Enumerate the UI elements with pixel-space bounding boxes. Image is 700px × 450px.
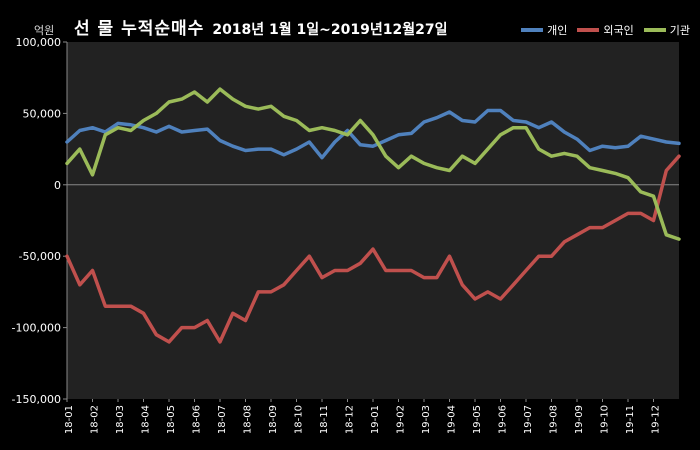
x-tick-label: 18-01 bbox=[64, 405, 75, 434]
x-tick-label: 19-01 bbox=[370, 405, 381, 434]
series-lines bbox=[65, 87, 681, 344]
x-tick-label: 19-11 bbox=[625, 405, 636, 434]
y-tick-label: 100,000 bbox=[16, 36, 62, 49]
y-tick-label: 0 bbox=[54, 179, 61, 192]
x-tick-label: 18-08 bbox=[243, 405, 254, 434]
x-tick-label: 18-10 bbox=[294, 405, 305, 434]
y-tick-label: 50,000 bbox=[23, 107, 62, 120]
x-tick-label: 18-02 bbox=[90, 405, 101, 434]
x-tick-label: 18-09 bbox=[268, 405, 279, 434]
chart-title-main: 선 물 누적순매수 bbox=[74, 19, 205, 39]
axes: 100,00050,0000-50,000-100,000-150,00018-… bbox=[12, 36, 679, 434]
x-tick-label: 18-11 bbox=[319, 405, 330, 434]
x-tick-label: 19-05 bbox=[472, 405, 483, 434]
y-tick-label: -150,000 bbox=[12, 393, 61, 406]
chart-title-period: 2018년 1월 1일~2019년12월27일 bbox=[212, 22, 448, 38]
legend-item-individual: 개인 bbox=[521, 22, 567, 38]
series-line-individual bbox=[65, 108, 681, 160]
x-tick-label: 19-10 bbox=[600, 405, 611, 434]
x-tick-label: 19-08 bbox=[549, 405, 560, 434]
x-tick-label: 18-04 bbox=[141, 405, 152, 434]
series-line-institution bbox=[65, 87, 681, 241]
y-tick-label: -50,000 bbox=[19, 250, 61, 263]
x-tick-label: 19-04 bbox=[447, 405, 458, 434]
x-tick-label: 19-12 bbox=[651, 405, 662, 434]
x-tick-label: 19-03 bbox=[421, 405, 432, 434]
legend-label-foreign: 외국인 bbox=[603, 24, 634, 37]
legend-item-foreign: 외국인 bbox=[577, 22, 634, 38]
series-line-foreign bbox=[65, 154, 681, 344]
x-tick-label: 19-09 bbox=[574, 405, 585, 434]
legend-swatch-foreign bbox=[577, 28, 600, 32]
chart-title: 선 물 누적순매수 2018년 1월 1일~2019년12월27일 bbox=[74, 14, 447, 39]
legend: 개인 외국인 기관 bbox=[521, 22, 690, 38]
x-tick-label: 18-03 bbox=[115, 405, 126, 434]
legend-item-institution: 기관 bbox=[643, 22, 690, 38]
legend-swatch-individual bbox=[521, 28, 544, 32]
y-tick-label: -100,000 bbox=[12, 322, 61, 335]
legend-label-individual: 개인 bbox=[547, 24, 568, 37]
plot-area bbox=[67, 42, 679, 399]
x-tick-label: 18-06 bbox=[192, 405, 203, 434]
legend-label-institution: 기관 bbox=[669, 24, 690, 37]
y-axis-unit: 억원 bbox=[34, 24, 55, 37]
x-tick-label: 18-05 bbox=[166, 405, 177, 434]
x-tick-label: 19-02 bbox=[396, 405, 407, 434]
x-tick-label: 19-07 bbox=[523, 405, 534, 434]
x-tick-label: 18-12 bbox=[345, 405, 356, 434]
x-tick-label: 18-07 bbox=[217, 405, 228, 434]
legend-swatch-institution bbox=[643, 28, 666, 32]
x-tick-label: 19-06 bbox=[498, 405, 509, 434]
